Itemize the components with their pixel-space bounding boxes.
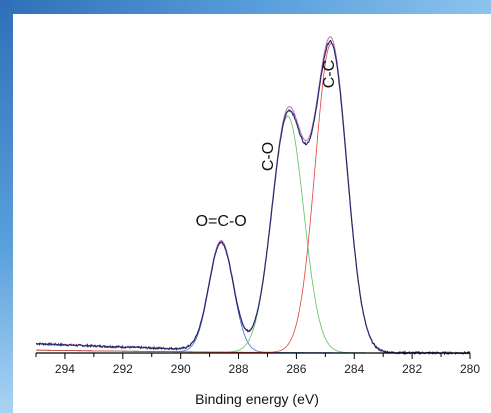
peak-annotation-1: O=C-O	[196, 213, 247, 230]
peak-annotation-2: C-O	[260, 142, 277, 171]
x-tick-label: 288	[229, 362, 249, 376]
annotations-group: O=C-O C-O C-C	[196, 60, 338, 230]
curves-group	[35, 36, 471, 356]
x-tick-label: 282	[402, 362, 422, 376]
x-tick-label: 284	[344, 362, 364, 376]
x-axis-title: Binding energy (eV)	[195, 391, 319, 407]
x-tick-label: 294	[55, 362, 75, 376]
fit-envelope	[35, 36, 470, 354]
x-tick-label: 280	[460, 362, 480, 376]
peak-annotation-3: C-C	[321, 60, 338, 88]
x-tick-label: 286	[286, 362, 306, 376]
x-tick-label: 290	[171, 362, 191, 376]
component-peak-1	[36, 242, 470, 354]
measured-spectrum	[35, 39, 471, 356]
plot-background	[13, 14, 491, 413]
component-peak-3	[36, 43, 470, 354]
x-tick-label: 292	[113, 362, 133, 376]
x-axis-group: 294 292 290 288 286 284 282 280	[35, 352, 480, 376]
left-gradient-border	[0, 0, 13, 413]
top-gradient-border	[0, 0, 491, 14]
component-peak-2	[36, 115, 470, 354]
